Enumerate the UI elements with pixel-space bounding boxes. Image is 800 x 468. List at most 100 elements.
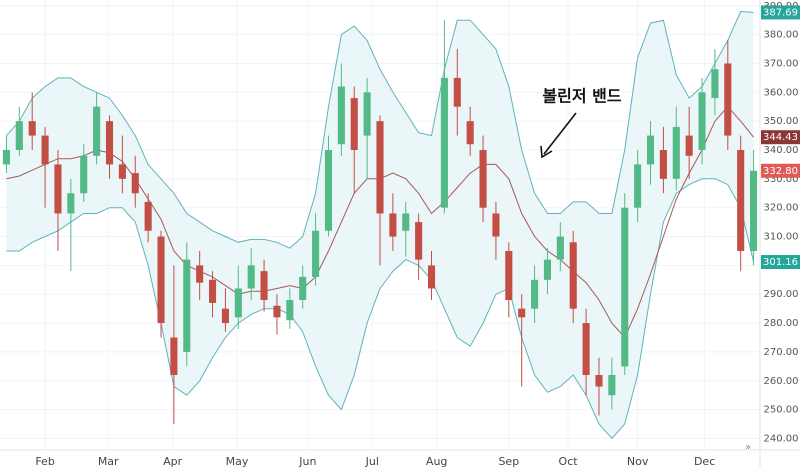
- y-tick-label: 290.00: [764, 289, 799, 300]
- x-tick-label: Mar: [98, 455, 119, 468]
- candle-body: [672, 126, 680, 179]
- y-tick-label: 310.00: [764, 232, 799, 243]
- y-tick-label: 270.00: [764, 347, 799, 358]
- candle-body: [286, 300, 294, 321]
- candle-body: [556, 236, 564, 260]
- candle-body: [737, 150, 745, 251]
- x-tick-label: Sep: [498, 455, 519, 468]
- candle-body: [118, 164, 126, 179]
- candle-body: [15, 121, 23, 150]
- candle-body: [2, 150, 10, 165]
- candle-body: [350, 98, 358, 150]
- candle-body: [234, 288, 242, 318]
- candle-body: [531, 279, 539, 309]
- y-tick-label: 340.00: [764, 145, 799, 156]
- x-tick-label: Jun: [298, 455, 316, 468]
- price-tag: [761, 255, 800, 270]
- price-tag: [761, 130, 800, 145]
- price-tag-label: 332.80: [763, 166, 798, 177]
- candle-body: [105, 121, 114, 165]
- candle-body: [209, 279, 217, 303]
- candle-body: [479, 150, 487, 208]
- y-tick-label: 260.00: [764, 376, 799, 387]
- candle-body: [440, 77, 448, 208]
- y-tick-label: 350.00: [764, 116, 799, 127]
- candle-body: [595, 375, 603, 387]
- candle-body: [312, 230, 320, 277]
- x-tick-label: Apr: [163, 455, 183, 468]
- candle-body: [157, 236, 165, 324]
- candle-body: [41, 135, 49, 165]
- candle-body: [543, 259, 551, 280]
- band-lower: [6, 178, 755, 440]
- candle-body: [750, 170, 758, 251]
- candles: [2, 20, 758, 425]
- candle-body: [54, 164, 62, 214]
- candle-body: [582, 323, 590, 375]
- y-tick-label: 320.00: [764, 203, 799, 214]
- candle-body: [724, 63, 732, 136]
- candle-body: [324, 150, 333, 231]
- candle-body: [415, 222, 423, 260]
- candle-body: [427, 265, 436, 289]
- x-tick-label: Jul: [365, 455, 379, 468]
- candle-body: [131, 173, 139, 194]
- candle-body: [299, 276, 307, 300]
- candle-body: [646, 135, 655, 165]
- x-tick-label: Aug: [426, 455, 447, 468]
- candle-body: [170, 337, 178, 375]
- y-tick-label: 330.00: [764, 174, 799, 185]
- x-tick-label: Nov: [627, 455, 649, 468]
- candle-body: [685, 135, 693, 156]
- candle-body: [711, 69, 719, 99]
- price-tag: [761, 5, 800, 20]
- candle-body: [247, 265, 255, 289]
- candle-body: [698, 92, 706, 150]
- price-tag-label: 344.43: [763, 132, 798, 143]
- candle-body: [196, 265, 204, 283]
- candle-body: [621, 207, 629, 367]
- annotation-arrow: [543, 112, 577, 155]
- y-tick-label: 240.00: [764, 433, 799, 444]
- price-tag-label: 301.16: [763, 257, 798, 268]
- y-tick-label: 380.00: [764, 30, 799, 41]
- y-tick-label: 370.00: [764, 58, 799, 69]
- candle-body: [183, 259, 191, 352]
- candle-body: [505, 250, 513, 300]
- candle-body: [337, 86, 345, 145]
- y-tick-label: 250.00: [764, 405, 799, 416]
- y-tick-label: 360.00: [764, 87, 799, 98]
- candle-body: [492, 213, 500, 237]
- candle-body: [569, 242, 577, 309]
- candle-body: [634, 164, 642, 208]
- annotation: 볼린저 밴드: [542, 87, 621, 106]
- x-tick-label: Feb: [35, 455, 54, 468]
- candle-body: [376, 121, 384, 214]
- candle-body: [608, 375, 616, 396]
- band-upper: [6, 10, 754, 249]
- candle-body: [453, 77, 461, 107]
- candle-body: [144, 201, 152, 231]
- scroll-icon[interactable]: »: [745, 442, 751, 453]
- candle-body: [28, 121, 36, 136]
- candle-body: [93, 106, 101, 156]
- price-tag-label: 387.69: [763, 7, 798, 18]
- candle-body: [389, 213, 397, 237]
- candle-body: [80, 155, 88, 194]
- x-tick-label: May: [226, 455, 249, 468]
- candle-body: [518, 308, 526, 318]
- candle-body: [260, 271, 268, 300]
- price-tag: [761, 163, 800, 178]
- candle-body: [659, 150, 667, 179]
- candle-body: [466, 121, 474, 145]
- candle-body: [402, 213, 410, 231]
- annotation-arrowhead: [540, 145, 553, 159]
- candle-body: [363, 92, 371, 136]
- y-tick-label: 280.00: [764, 318, 799, 329]
- candle-body: [273, 305, 281, 318]
- x-tick-label: Dec: [694, 455, 715, 468]
- candle-body: [221, 308, 229, 324]
